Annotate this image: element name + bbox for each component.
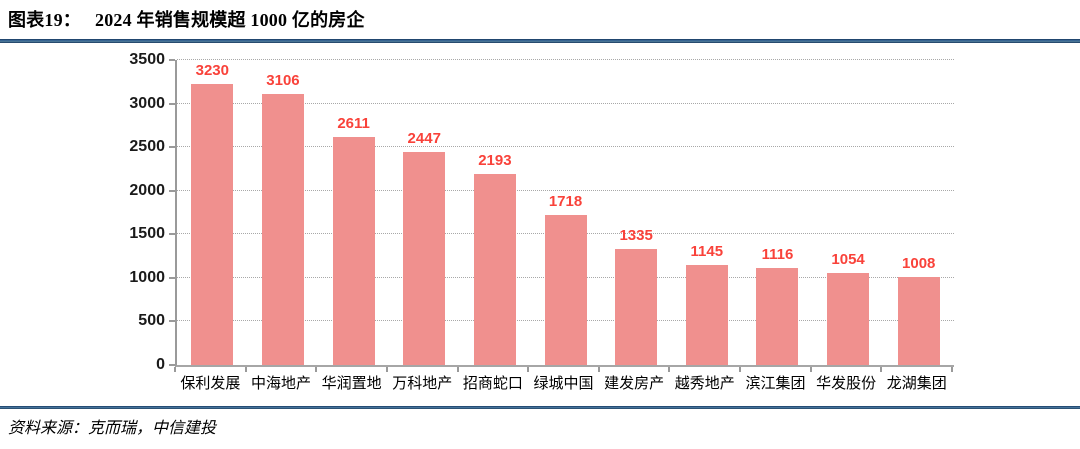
bar-slot: 2193	[460, 60, 531, 365]
bar	[897, 277, 940, 365]
bar	[403, 151, 446, 365]
bar	[473, 173, 516, 365]
y-axis-label: 3000	[129, 94, 165, 112]
y-axis-tick	[169, 59, 175, 61]
x-axis-label: 绿城中国	[533, 375, 594, 392]
bar	[191, 83, 234, 365]
bar-slot: 1145	[671, 60, 742, 365]
bar-value-label: 3106	[266, 72, 300, 90]
x-axis-label: 华润置地	[321, 375, 382, 392]
x-axis-label: 华发股份	[816, 375, 877, 392]
x-axis-tick	[174, 367, 176, 372]
y-axis-tick	[169, 146, 175, 149]
x-axis-tick	[880, 367, 883, 372]
figure-title: 图表19： 2024 年销售规模超 1000 亿的房企	[8, 6, 365, 32]
x-axis-label: 越秀地产	[674, 375, 735, 392]
bar-value-label: 2193	[478, 151, 512, 169]
bar-value-label: 1008	[902, 255, 936, 273]
y-axis-tick	[169, 102, 175, 105]
x-axis-labels: 保利发展 中海地产 华润置地 万科地产 招商蛇口 绿城中国 建发房产 越秀地产 滨江集团 华发股份…	[175, 374, 952, 394]
bar	[261, 94, 304, 365]
y-axis-label: 500	[138, 312, 165, 330]
y-axis-tick	[169, 189, 175, 192]
y-axis-tick	[169, 364, 175, 366]
x-axis-label: 招商蛇口	[462, 375, 523, 392]
x-axis-label: 保利发展	[180, 375, 241, 392]
bar-slot: 1116	[742, 60, 813, 365]
bar-value-label: 1335	[619, 226, 653, 244]
bar	[827, 273, 870, 365]
x-axis-label: 建发房产	[604, 375, 665, 392]
gridline	[177, 189, 954, 191]
y-axis-label: 1000	[129, 268, 165, 286]
x-axis-tick	[739, 367, 742, 372]
x-axis-label: 万科地产	[392, 375, 453, 392]
bar-slot: 1008	[883, 60, 954, 365]
gridline	[177, 146, 954, 148]
bar-series: 3230 3106 2611 2447 2193 1718 1335 1145 1116 1054…	[177, 60, 954, 365]
bar-value-label: 1718	[548, 193, 583, 211]
bar-value-label: 1116	[761, 245, 794, 263]
y-axis-tick	[169, 320, 175, 323]
bar-slot: 1054	[813, 60, 884, 365]
bar-slot: 2611	[318, 60, 389, 365]
x-axis-tick	[527, 367, 530, 372]
title-divider-line	[0, 39, 1080, 43]
bar-value-label: 2447	[407, 129, 441, 147]
gridline	[177, 102, 954, 104]
bar	[615, 248, 658, 365]
x-axis-label: 龙湖集团	[886, 375, 947, 392]
x-axis-label: 滨江集团	[745, 375, 806, 392]
y-axis-tick	[169, 233, 175, 236]
bar-slot: 1335	[601, 60, 672, 365]
bar	[544, 215, 587, 365]
bar-slot: 1718	[530, 60, 601, 365]
figure-title-text: 2024 年销售规模超 1000 亿的房企	[95, 10, 365, 30]
x-axis-tick	[951, 367, 953, 372]
bar-slot: 2447	[389, 60, 460, 365]
bar-slot: 3230	[177, 60, 248, 365]
x-axis-tick	[668, 367, 671, 372]
x-axis-tick	[456, 367, 459, 372]
y-axis-tick	[169, 276, 175, 279]
bar-value-label: 1054	[831, 251, 865, 269]
bar	[756, 267, 799, 365]
y-axis-label: 0	[156, 356, 165, 373]
bar-value-label: 1145	[690, 243, 724, 261]
bar-value-label: 3230	[195, 61, 229, 79]
footer-divider-line	[0, 406, 1080, 409]
bar	[332, 137, 375, 365]
x-axis-label: 中海地产	[250, 375, 311, 392]
y-axis-label: 2500	[129, 138, 165, 156]
y-axis-label: 1500	[129, 225, 165, 243]
bar-value-label: 2611	[337, 115, 370, 133]
gridline	[177, 59, 954, 60]
x-axis-tick	[385, 367, 388, 372]
plot-area: 3230 3106 2611 2447 2193 1718 1335 1145 1116 1054…	[175, 59, 954, 367]
x-axis-tick	[244, 367, 247, 372]
bar	[685, 265, 728, 365]
x-axis-tick	[315, 367, 318, 372]
figure-number: 图表19：	[8, 10, 81, 30]
y-axis-label: 3500	[129, 51, 165, 68]
source-note: 资料来源：克而瑞，中信建投	[8, 420, 217, 437]
y-axis-label: 2000	[129, 181, 165, 199]
bar-slot: 3106	[248, 60, 319, 365]
x-axis-tick	[597, 367, 600, 372]
x-axis-tick	[809, 367, 812, 372]
